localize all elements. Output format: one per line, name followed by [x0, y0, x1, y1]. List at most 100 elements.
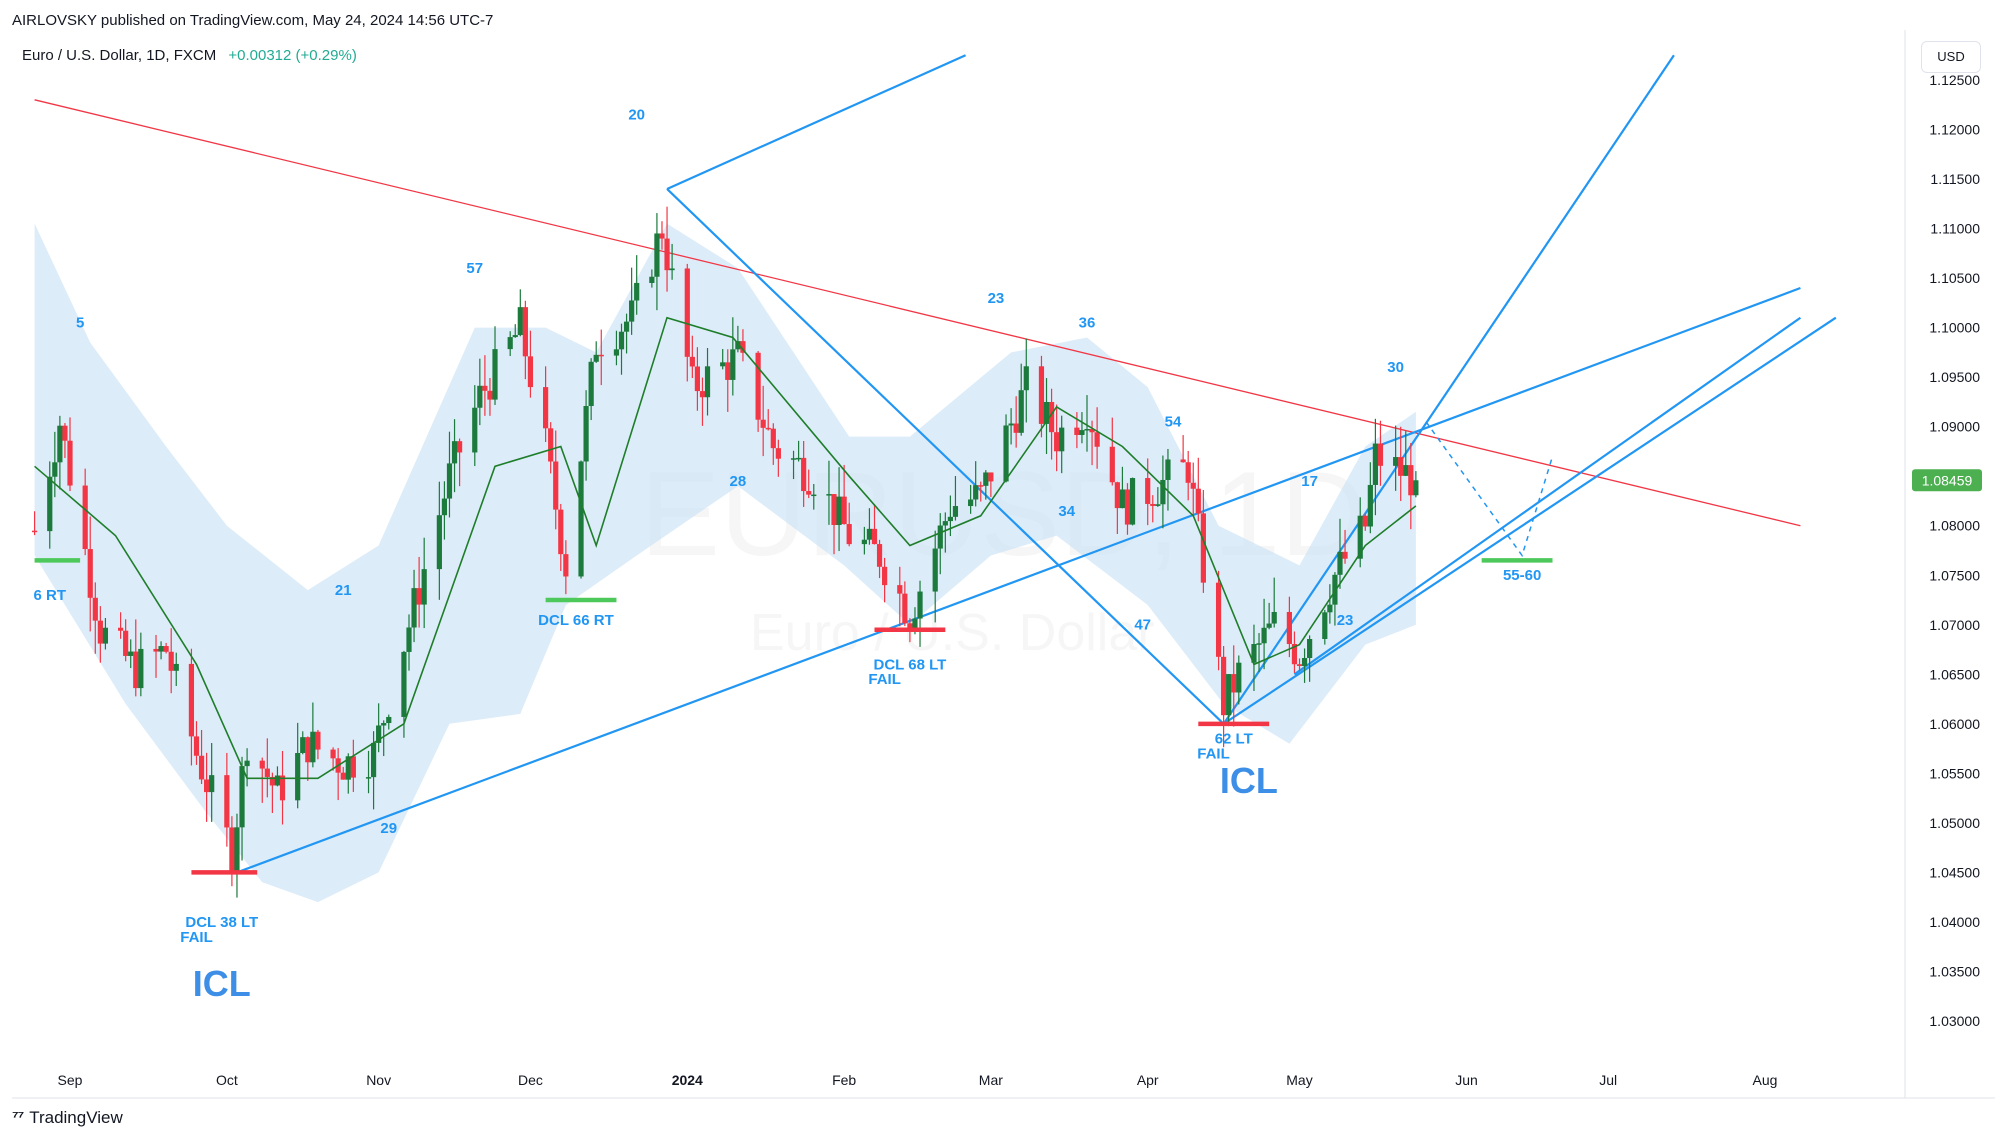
- candle-body: [684, 268, 690, 357]
- candle-body: [770, 428, 776, 449]
- candle-body: [1094, 432, 1100, 447]
- annotation-label: DCL 38 LT: [185, 914, 258, 931]
- y-tick-label: 1.07000: [1929, 617, 1980, 633]
- candle-body: [1357, 515, 1363, 559]
- y-tick-label: 1.03000: [1929, 1013, 1980, 1029]
- candle-body: [720, 362, 726, 367]
- y-tick-label: 1.11500: [1930, 171, 1980, 187]
- candle-body: [1327, 604, 1333, 613]
- candle-body: [613, 349, 620, 356]
- candle-body: [62, 425, 68, 441]
- candle-body: [760, 419, 766, 428]
- candle-body: [472, 407, 478, 453]
- candle-body: [517, 307, 523, 336]
- candle-body: [725, 362, 731, 380]
- trend-lines: [34, 54, 1837, 874]
- candle-body: [1301, 658, 1308, 666]
- y-tick-label: 1.09500: [1929, 369, 1980, 385]
- candle-body: [866, 528, 873, 540]
- publisher-line: AIRLOVSKY published on TradingView.com, …: [12, 12, 494, 29]
- x-tick-label: Mar: [979, 1072, 1003, 1088]
- candle-body: [305, 737, 311, 763]
- candle-body: [158, 646, 164, 652]
- candle-body: [1322, 612, 1328, 639]
- currency-button[interactable]: USD: [1921, 41, 1981, 73]
- candle-body: [168, 651, 174, 671]
- candle-body: [1048, 401, 1055, 433]
- candle-body: [917, 591, 923, 619]
- candle-body: [487, 390, 493, 400]
- annotation-label: ICL: [1220, 760, 1278, 801]
- candle-body: [578, 461, 584, 577]
- annotation-label: 20: [628, 107, 645, 124]
- candle-body: [406, 627, 412, 652]
- annotation-label: 34: [1058, 503, 1075, 520]
- candle-body: [806, 491, 812, 495]
- y-tick-label: 1.12500: [1929, 72, 1980, 88]
- candle-body: [1074, 427, 1080, 435]
- annotation-label: 57: [466, 260, 483, 277]
- y-tick-label: 1.05500: [1929, 765, 1980, 781]
- candle-body: [345, 756, 351, 780]
- candle-body: [968, 499, 974, 507]
- candle-body: [932, 548, 938, 592]
- candle-body: [295, 753, 301, 801]
- candle-body: [952, 506, 959, 517]
- cycle-levels: [34, 558, 1553, 875]
- last-price-label: 1.08459: [1922, 472, 1973, 488]
- candle-body: [1251, 644, 1257, 663]
- candle-body: [193, 736, 200, 756]
- candle-body: [947, 516, 953, 522]
- candle-body: [1190, 482, 1196, 489]
- annotation-label: FAIL: [180, 929, 213, 946]
- candle-body: [912, 618, 918, 631]
- x-tick-label: 2024: [672, 1072, 703, 1088]
- candle-body: [876, 544, 883, 567]
- candle-body: [841, 496, 847, 525]
- candle-body: [57, 425, 63, 463]
- candle-body: [1038, 366, 1045, 424]
- candle-body: [1023, 366, 1029, 391]
- candle-body: [694, 366, 701, 392]
- annotation-label: 21: [335, 582, 352, 599]
- candle-body: [659, 233, 665, 239]
- candle-body: [699, 391, 706, 398]
- price-change: +0.00312 (+0.29%): [228, 47, 357, 64]
- uptrend-line-lower: [236, 286, 1801, 874]
- uptrend-line-2: [1293, 316, 1802, 676]
- candle-body: [1307, 638, 1313, 659]
- candle-body: [1124, 489, 1131, 525]
- annotation-label: 5: [76, 315, 84, 332]
- candle-body: [451, 441, 458, 464]
- annotation-label: 23: [1337, 612, 1354, 629]
- y-tick-label: 1.04500: [1929, 864, 1980, 880]
- candle-body: [1342, 551, 1348, 559]
- candle-body: [548, 428, 554, 462]
- candle-body: [330, 749, 336, 759]
- candle-body: [117, 627, 124, 631]
- footer-brand[interactable]: ⁷⁷ TradingView: [12, 1108, 123, 1128]
- x-tick-label: Aug: [1753, 1072, 1778, 1088]
- candle-body: [623, 321, 630, 332]
- candle-body: [654, 233, 660, 277]
- candle-body: [370, 742, 377, 778]
- candle-body: [897, 585, 903, 594]
- annotation-label: 62 LT: [1215, 731, 1253, 748]
- candle-body: [861, 539, 867, 545]
- annotation-label: ICL: [193, 963, 251, 1004]
- channel-lower-upper-start: [1223, 316, 1837, 725]
- x-tick-label: Feb: [832, 1072, 856, 1088]
- candle-body: [416, 588, 422, 605]
- candle-body: [1089, 428, 1095, 433]
- candle-body: [239, 766, 245, 828]
- candle-body: [1195, 488, 1201, 514]
- channel-upper: [1222, 54, 1675, 725]
- candle-body: [446, 463, 453, 499]
- candle-body: [456, 441, 463, 453]
- symbol-title: Euro / U.S. Dollar, 1D, FXCM: [22, 47, 217, 64]
- candle-body: [482, 385, 488, 391]
- candle-body: [274, 775, 281, 786]
- candle-body: [1114, 482, 1120, 509]
- candle-body: [1059, 427, 1065, 452]
